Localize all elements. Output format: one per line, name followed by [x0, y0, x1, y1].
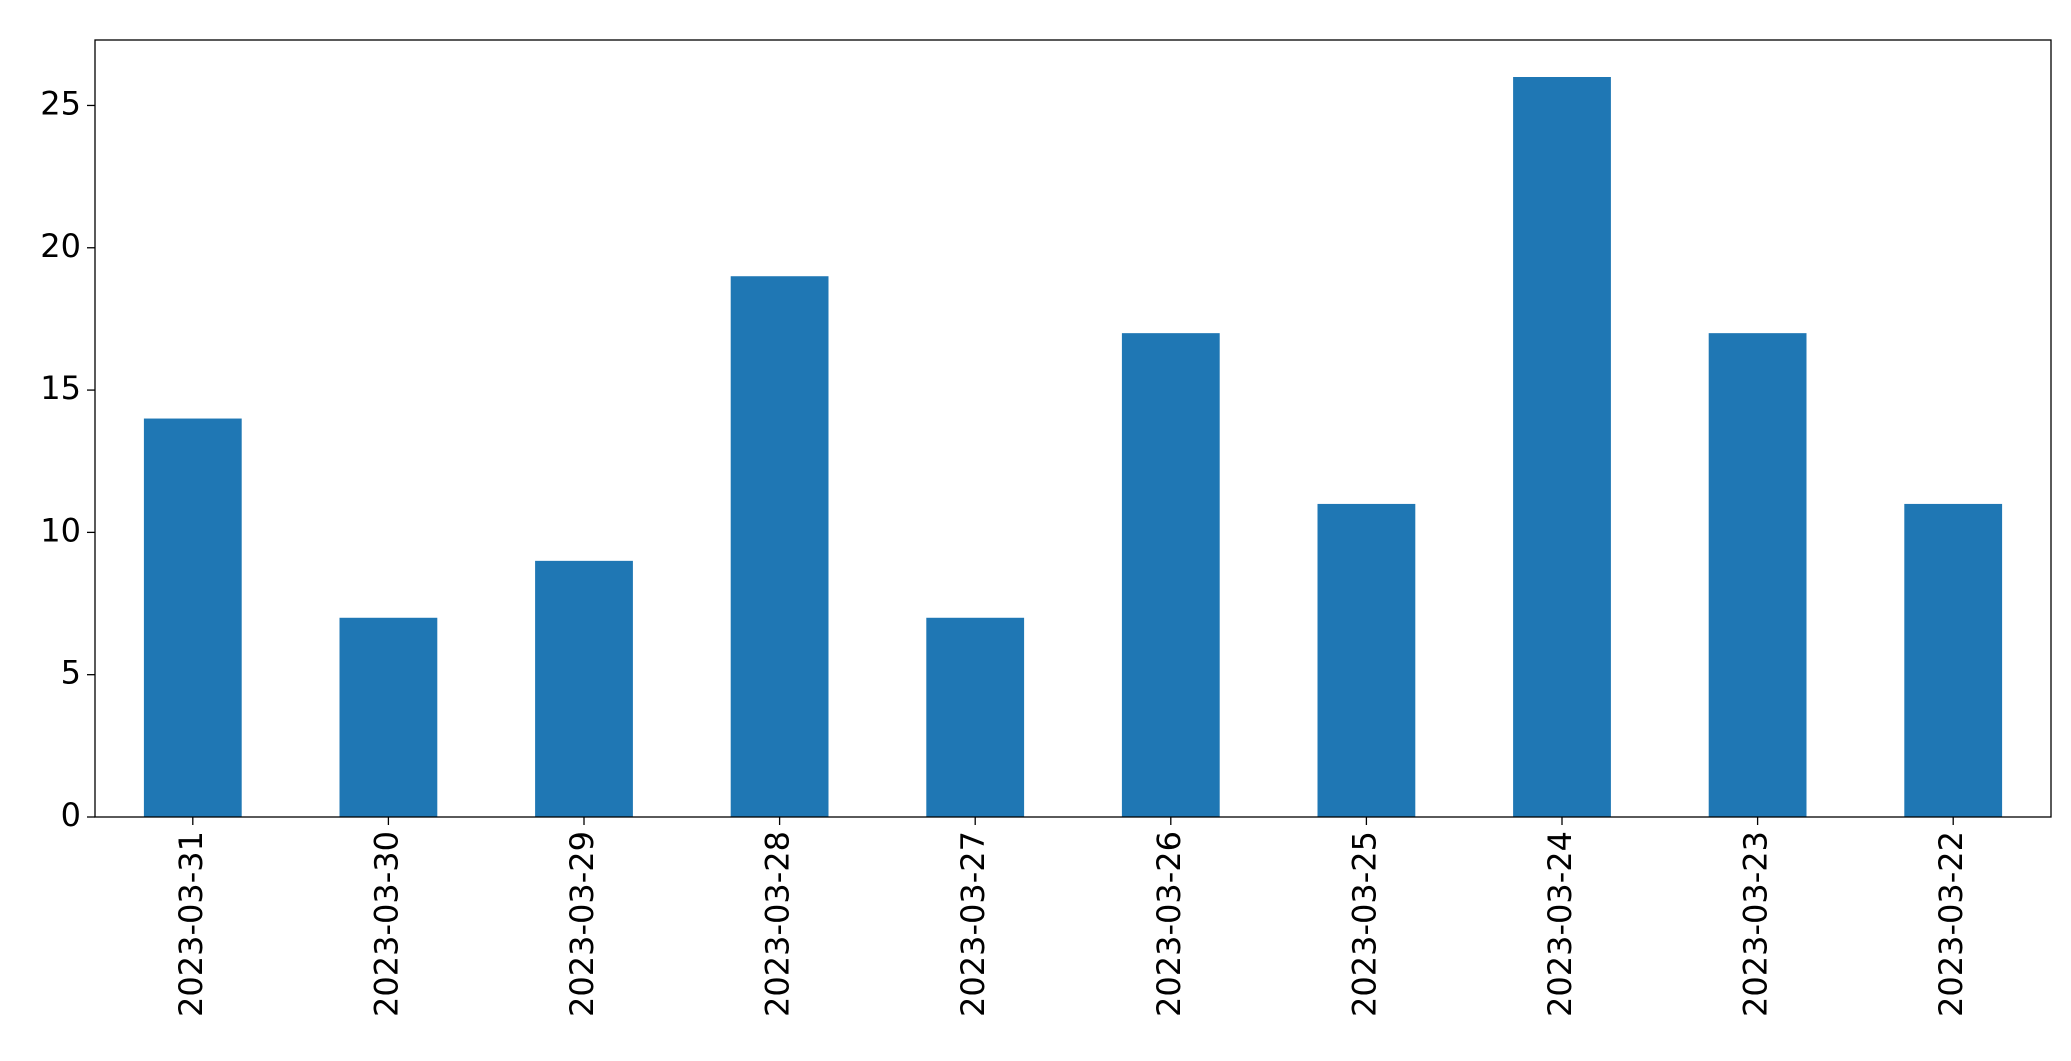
bar — [535, 560, 633, 817]
x-tick-label: 2023-03-31 — [172, 831, 210, 1017]
x-tick-label: 2023-03-29 — [563, 831, 601, 1017]
bar — [143, 418, 242, 817]
x-tick-label: 2023-03-26 — [1150, 831, 1188, 1017]
x-tick-label: 2023-03-30 — [367, 831, 405, 1017]
x-tick-label: 2023-03-28 — [759, 831, 797, 1017]
y-tick-label: 10 — [40, 511, 81, 549]
x-tick-label: 2023-03-23 — [1737, 831, 1775, 1017]
bar — [1317, 503, 1416, 817]
x-tick-label: 2023-03-24 — [1541, 831, 1579, 1017]
bar — [1121, 333, 1220, 817]
bar — [730, 276, 829, 817]
bar — [1904, 503, 2003, 817]
bar — [1708, 333, 1807, 817]
bar — [1513, 77, 1611, 817]
y-tick-label: 15 — [40, 369, 81, 407]
y-tick-label: 0 — [61, 796, 81, 834]
x-tick-label: 2023-03-25 — [1345, 831, 1383, 1017]
y-tick-label: 25 — [40, 84, 81, 122]
x-tick-label: 2023-03-22 — [1932, 831, 1970, 1017]
y-tick-label: 20 — [40, 227, 81, 265]
x-tick-label: 2023-03-27 — [954, 831, 992, 1017]
bar — [339, 617, 438, 817]
plot-frame — [94, 39, 2052, 818]
y-tick-label: 5 — [61, 654, 81, 692]
bar — [926, 617, 1025, 817]
